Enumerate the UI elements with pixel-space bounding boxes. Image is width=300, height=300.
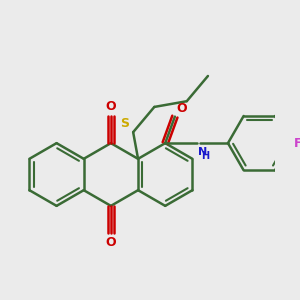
Text: O: O [106,236,116,250]
Text: O: O [106,100,116,112]
Text: H: H [202,151,210,161]
Text: S: S [120,117,129,130]
Text: F: F [294,136,300,150]
Text: N: N [198,147,207,157]
Text: O: O [177,102,188,115]
